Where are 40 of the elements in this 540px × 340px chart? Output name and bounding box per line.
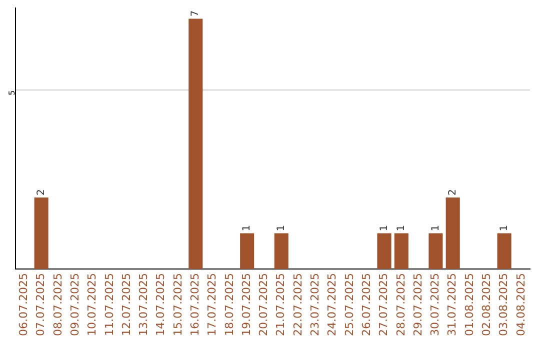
x-tick-label: 13.07.2025	[137, 273, 150, 336]
x-tick-label: 06.07.2025	[17, 273, 30, 336]
x-tick-label: 10.07.2025	[86, 273, 99, 336]
x-tick-label: 16.07.2025	[188, 273, 202, 336]
x-tick-label: 09.07.2025	[68, 273, 82, 336]
x-tick-label: 12.07.2025	[120, 273, 133, 336]
data-label: 7	[190, 10, 202, 17]
data-label: 1	[498, 224, 510, 232]
data-label: 1	[430, 224, 442, 232]
y-tick-label: 5	[8, 90, 17, 96]
data-label: 1	[276, 224, 287, 232]
x-tick-label: 29.07.2025	[411, 273, 424, 336]
x-tick-label: 28.07.2025	[394, 273, 408, 336]
x-tick-label: 31.07.2025	[446, 273, 459, 336]
x-tick-label: 20.07.2025	[257, 273, 270, 336]
x-tick-label: 08.07.2025	[51, 273, 64, 336]
x-tick-label: 11.07.2025	[102, 273, 116, 336]
x-tick-label: 01.08.2025	[462, 273, 476, 336]
x-tick-label: 17.07.2025	[206, 273, 219, 336]
x-tick-label: 07.07.2025	[34, 273, 48, 336]
x-tick-label: 03.08.2025	[497, 273, 510, 336]
x-tick-label: 15.07.2025	[171, 273, 184, 336]
x-tick-label: 23.07.2025	[308, 273, 322, 336]
x-tick-label: 19.07.2025	[240, 273, 253, 336]
x-tick-label: 14.07.2025	[154, 273, 168, 336]
data-label: 2	[36, 189, 47, 196]
data-label: 1	[396, 224, 407, 232]
x-tick-label: 25.07.2025	[342, 273, 356, 336]
x-tick-label: 04.08.2025	[514, 273, 528, 336]
x-tick-label: 02.08.2025	[480, 273, 493, 336]
data-label: 2	[447, 189, 458, 196]
x-tick-label: 27.07.2025	[377, 273, 390, 336]
x-tick-label: 24.07.2025	[326, 273, 339, 336]
x-tick-label: 21.07.2025	[274, 273, 288, 336]
x-tick-label: 22.07.2025	[291, 273, 304, 336]
data-label: 1	[242, 224, 253, 232]
data-label: 1	[378, 224, 390, 232]
x-tick-label: 18.07.2025	[222, 273, 236, 336]
x-tick-label: 26.07.2025	[360, 273, 373, 336]
x-tick-label: 30.07.2025	[428, 273, 442, 336]
